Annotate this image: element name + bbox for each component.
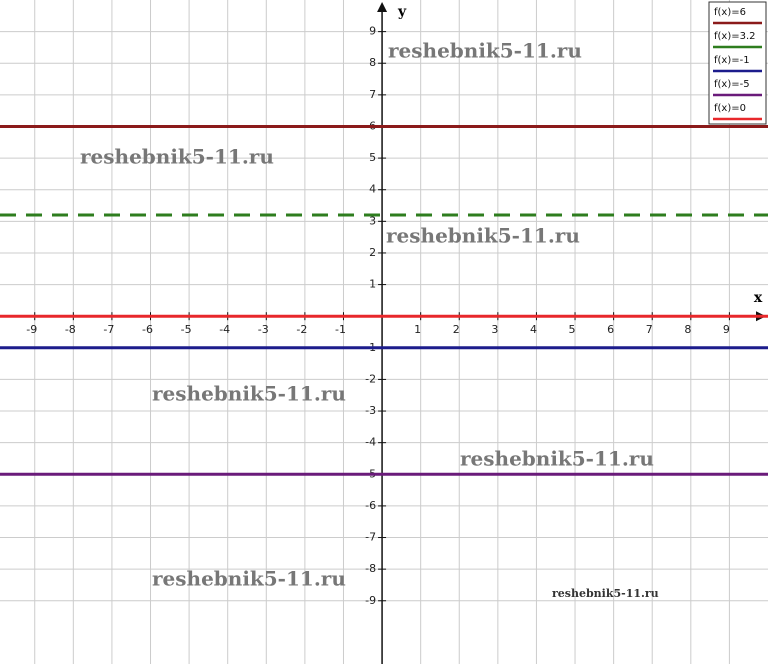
- x-tick-label: -1: [335, 323, 346, 336]
- legend-label: f(x)=6: [714, 7, 746, 18]
- x-tick-label: -8: [65, 323, 76, 336]
- legend-label: f(x)=-1: [714, 55, 750, 66]
- x-tick-label: 6: [607, 323, 614, 336]
- x-tick-label: 7: [646, 323, 653, 336]
- legend-label: f(x)=0: [714, 103, 746, 114]
- x-tick-label: 8: [684, 323, 691, 336]
- x-tick-label: 9: [723, 323, 730, 336]
- watermark: reshebnik5-11.ru: [152, 567, 346, 591]
- y-tick-label: 8: [369, 56, 376, 69]
- y-tick-label: 4: [369, 183, 376, 196]
- watermark: reshebnik5-11.ru: [388, 39, 582, 63]
- y-tick-label: 7: [369, 88, 376, 101]
- x-tick-label: -4: [219, 323, 230, 336]
- x-tick-label: 1: [414, 323, 421, 336]
- y-axis-arrow: [377, 2, 388, 12]
- y-tick-label: 9: [369, 25, 376, 38]
- y-tick-label: 2: [369, 246, 376, 259]
- y-tick-label: -2: [365, 372, 376, 385]
- watermark: reshebnik5-11.ru: [460, 447, 654, 471]
- x-tick-label: 4: [530, 323, 537, 336]
- x-axis-label: x: [754, 290, 763, 306]
- x-tick-label: 5: [569, 323, 576, 336]
- y-tick-label: -9: [365, 594, 376, 607]
- x-tick-label: -6: [142, 323, 153, 336]
- y-tick-label: -6: [365, 499, 376, 512]
- y-tick-label: -7: [365, 531, 376, 544]
- x-tick-label: 3: [491, 323, 498, 336]
- x-tick-label: -9: [26, 323, 37, 336]
- watermark: reshebnik5-11.ru: [80, 145, 274, 169]
- watermark: reshebnik5-11.ru: [152, 382, 346, 406]
- legend-label: f(x)=-5: [714, 79, 750, 90]
- y-axis-label: y: [397, 4, 407, 20]
- y-tick-label: 5: [369, 151, 376, 164]
- y-tick-label: 1: [369, 278, 376, 291]
- y-tick-label: -4: [365, 436, 376, 449]
- x-tick-label: -3: [258, 323, 269, 336]
- x-tick-label: -7: [103, 323, 114, 336]
- x-tick-label: -2: [296, 323, 307, 336]
- y-tick-label: 3: [369, 214, 376, 227]
- x-tick-label: 2: [453, 323, 460, 336]
- y-tick-label: -3: [365, 404, 376, 417]
- legend-label: f(x)=3.2: [714, 31, 756, 42]
- watermark: reshebnik5-11.ru: [386, 224, 580, 248]
- x-tick-label: -5: [181, 323, 192, 336]
- y-tick-label: -8: [365, 562, 376, 575]
- watermark: reshebnik5-11.ru: [552, 587, 659, 600]
